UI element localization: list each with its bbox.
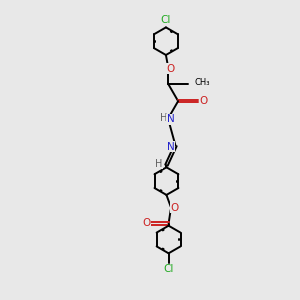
Text: N: N [167,114,175,124]
Text: O: O [171,203,179,213]
Text: O: O [200,96,208,106]
Text: O: O [166,64,174,74]
Text: H: H [155,159,163,169]
Text: H: H [160,112,167,122]
Text: O: O [142,218,151,228]
Text: CH₃: CH₃ [195,78,210,87]
Text: Cl: Cl [164,264,174,274]
Text: Cl: Cl [161,15,171,25]
Text: N: N [167,142,174,152]
